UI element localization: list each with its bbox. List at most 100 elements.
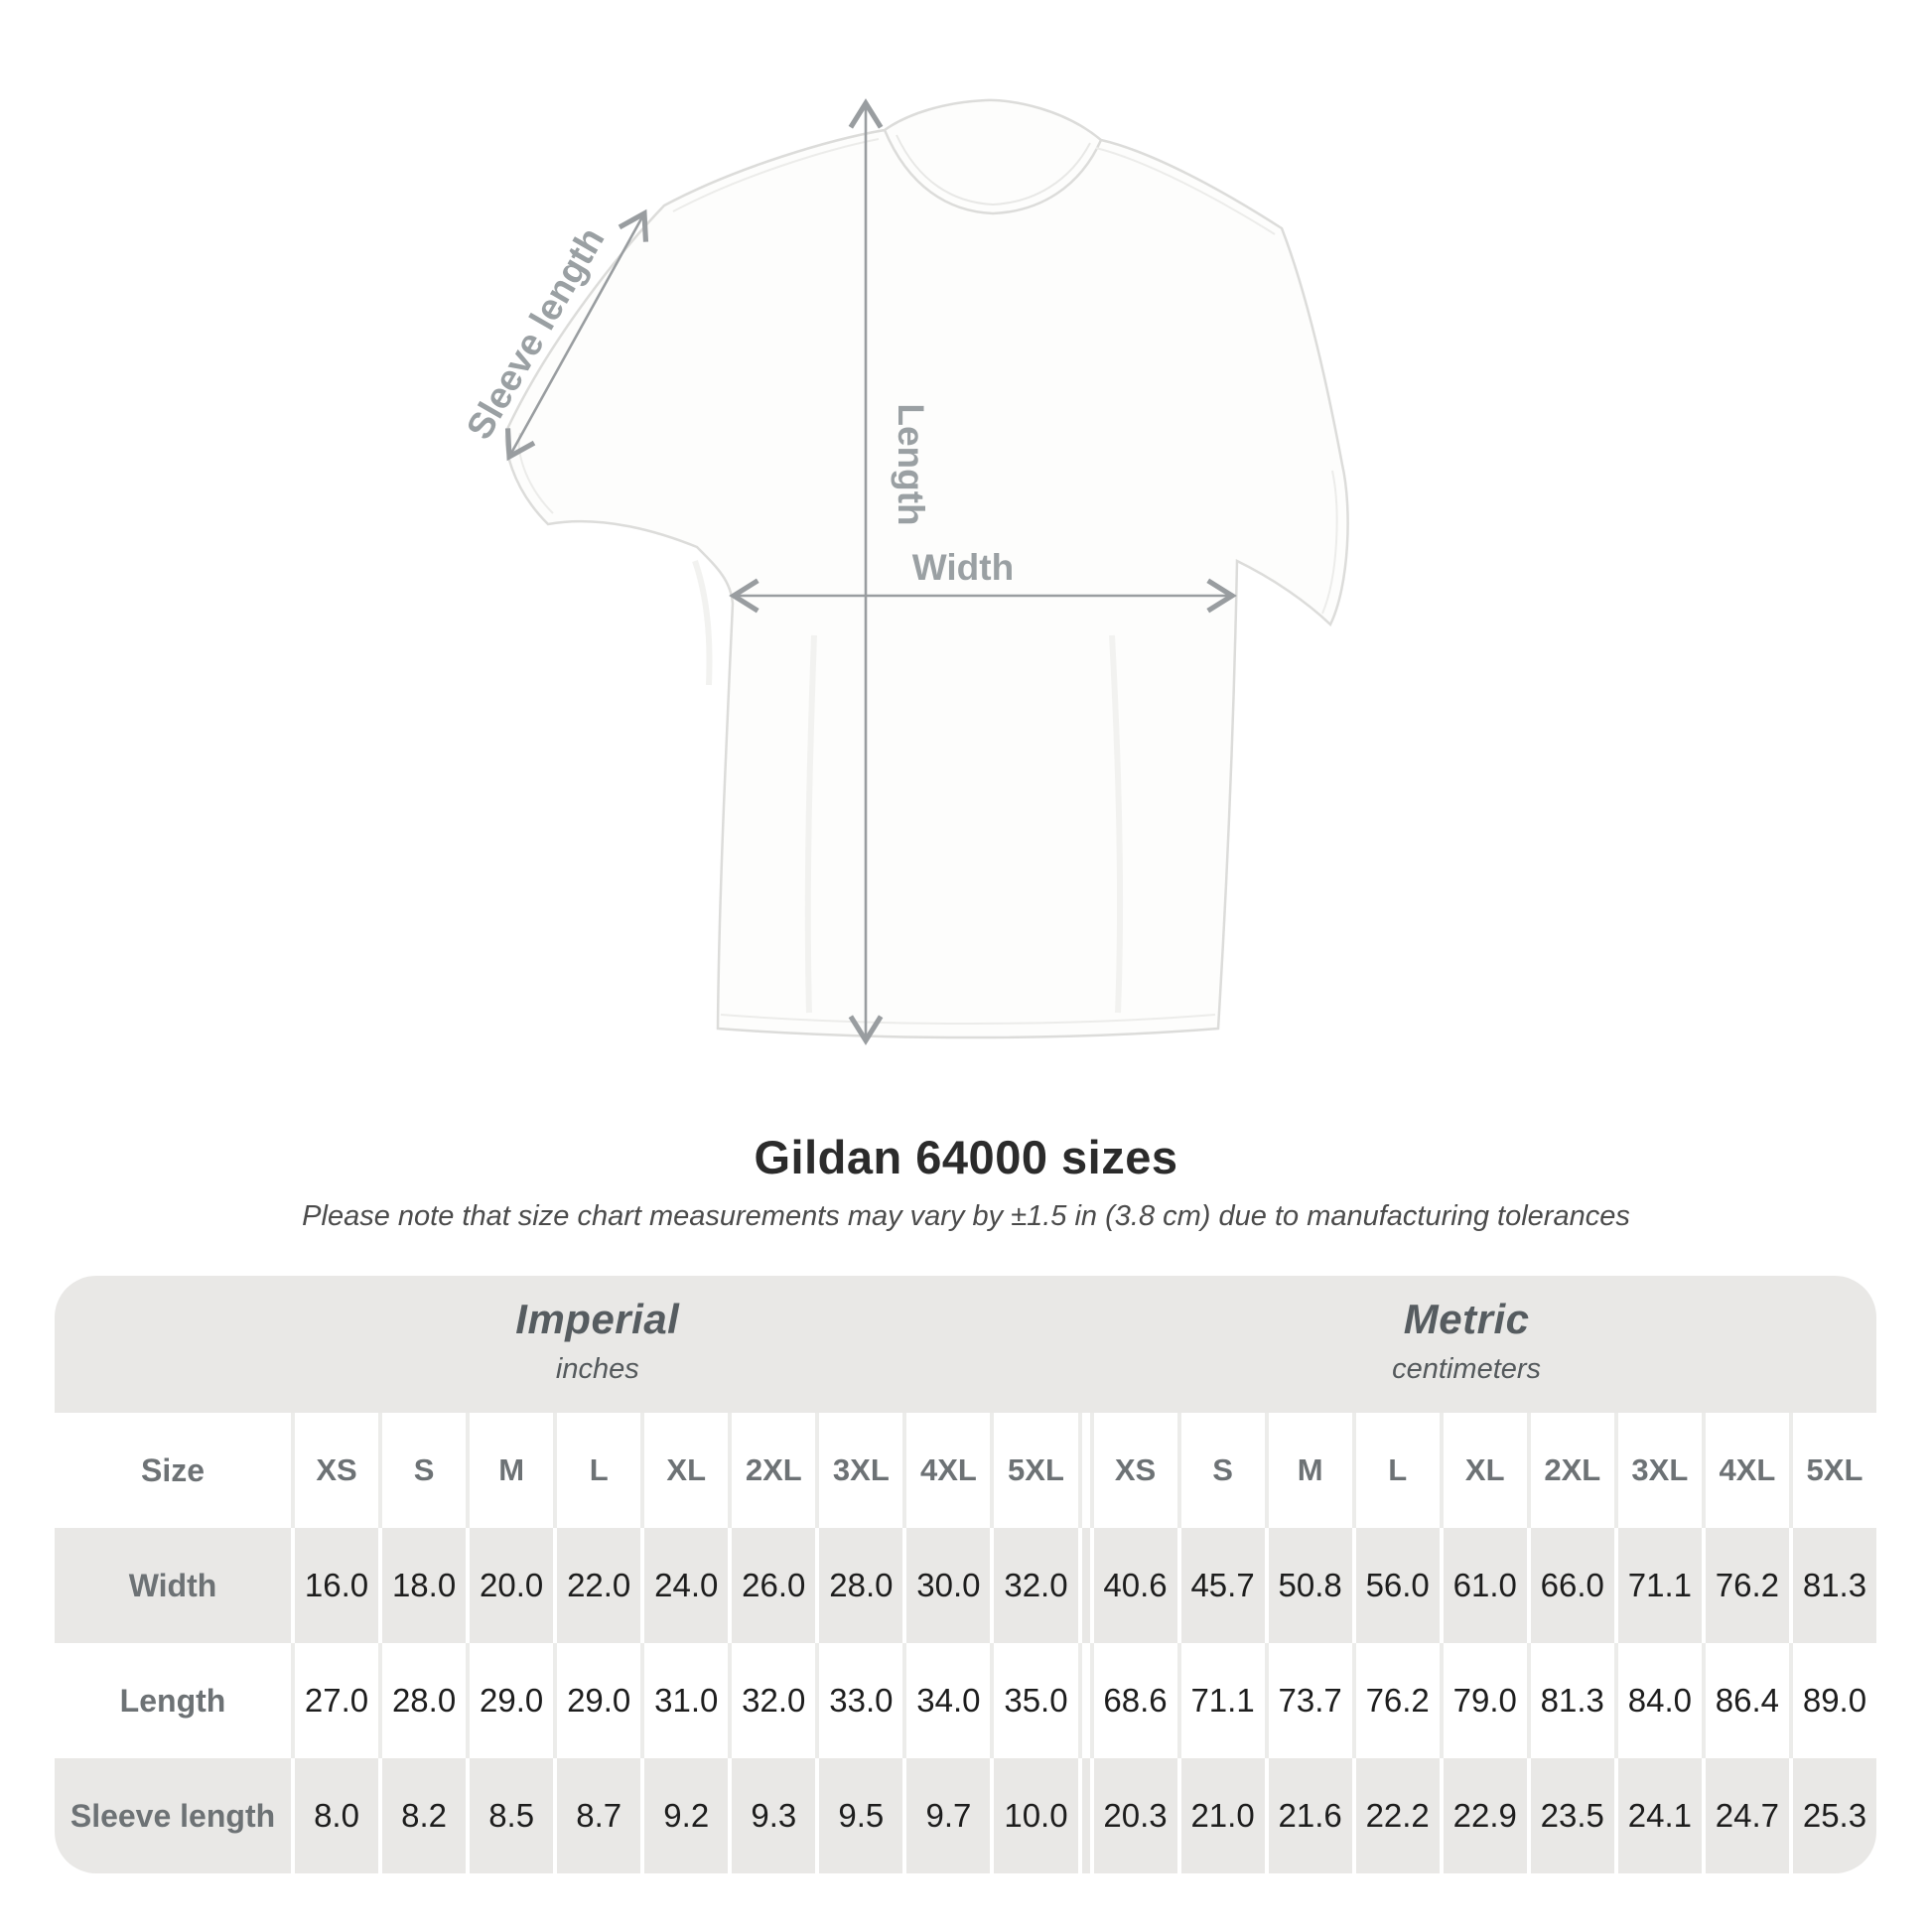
value-cell: 20.3 — [1093, 1758, 1177, 1873]
size-header-row: Size XS S M L XL 2XL 3XL 4XL 5XL XS S M L XL 2XL 3XL 4XL 5… — [55, 1413, 1876, 1528]
value-cell: 22.2 — [1355, 1758, 1440, 1873]
value-cell: 28.0 — [819, 1528, 903, 1643]
value-cell: 25.3 — [1792, 1758, 1876, 1873]
size-column-header: 2XL — [1530, 1413, 1614, 1528]
page-subtitle: Please note that size chart measurements… — [302, 1200, 1630, 1232]
group-gap — [1081, 1643, 1090, 1758]
value-cell: 76.2 — [1355, 1643, 1440, 1758]
value-cell: 56.0 — [1355, 1528, 1440, 1643]
value-cell: 23.5 — [1530, 1758, 1614, 1873]
value-cell: 81.3 — [1530, 1643, 1614, 1758]
value-cell: 35.0 — [994, 1643, 1078, 1758]
value-cell: 33.0 — [819, 1643, 903, 1758]
value-cell: 71.1 — [1180, 1643, 1265, 1758]
value-cell: 18.0 — [382, 1528, 467, 1643]
value-cell: 28.0 — [382, 1643, 467, 1758]
row-label: Length — [55, 1643, 291, 1758]
value-cell: 31.0 — [644, 1643, 729, 1758]
size-column-header: XS — [1093, 1413, 1177, 1528]
value-cell: 26.0 — [732, 1528, 816, 1643]
size-column-header: L — [1355, 1413, 1440, 1528]
value-cell: 89.0 — [1792, 1643, 1876, 1758]
size-column-header: XL — [644, 1413, 729, 1528]
width-label: Width — [912, 547, 1014, 588]
value-cell: 29.0 — [557, 1643, 641, 1758]
value-cell: 8.2 — [382, 1758, 467, 1873]
value-cell: 8.0 — [295, 1758, 379, 1873]
value-cell: 61.0 — [1443, 1528, 1527, 1643]
value-cell: 40.6 — [1093, 1528, 1177, 1643]
value-cell: 68.6 — [1093, 1643, 1177, 1758]
table-grid: Size XS S M L XL 2XL 3XL 4XL 5XL XS S M L XL 2XL 3XL 4XL 5… — [55, 1413, 1876, 1873]
metric-unit: centimeters — [1392, 1353, 1542, 1385]
value-cell: 79.0 — [1443, 1643, 1527, 1758]
group-gap — [1081, 1528, 1090, 1643]
table-header-band: Imperial inches Metric centimeters — [55, 1276, 1876, 1413]
value-cell: 16.0 — [295, 1528, 379, 1643]
metric-title: Metric — [1403, 1296, 1530, 1342]
value-cell: 29.0 — [470, 1643, 554, 1758]
imperial-title: Imperial — [515, 1296, 680, 1342]
value-cell: 81.3 — [1792, 1528, 1876, 1643]
size-column-header: XL — [1443, 1413, 1527, 1528]
size-chart-table: Imperial inches Metric centimeters Size X… — [55, 1276, 1876, 1873]
value-cell: 21.0 — [1180, 1758, 1265, 1873]
row-label: Sleeve length — [55, 1758, 291, 1873]
size-column-header: 3XL — [1617, 1413, 1702, 1528]
value-cell: 9.2 — [644, 1758, 729, 1873]
title-block: Gildan 64000 sizes Please note that size… — [0, 1130, 1932, 1233]
tshirt-outline — [504, 98, 1349, 1039]
measurement-lines — [504, 98, 1237, 1045]
value-cell: 50.8 — [1268, 1528, 1352, 1643]
group-gap — [1081, 1758, 1090, 1873]
size-column-header: L — [557, 1413, 641, 1528]
size-column-header: 4XL — [906, 1413, 991, 1528]
value-cell: 66.0 — [1530, 1528, 1614, 1643]
size-column-header: 3XL — [819, 1413, 903, 1528]
size-column-header: M — [1268, 1413, 1352, 1528]
value-cell: 22.0 — [557, 1528, 641, 1643]
fabric-folds — [692, 560, 1123, 1014]
size-column-header: 2XL — [732, 1413, 816, 1528]
tshirt-diagram-svg: Length Width Sleeve length — [459, 98, 1349, 1045]
value-cell: 73.7 — [1268, 1643, 1352, 1758]
value-cell: 84.0 — [1617, 1643, 1702, 1758]
tshirt-diagram: Length Width Sleeve length — [397, 60, 1390, 1072]
value-cell: 30.0 — [906, 1528, 991, 1643]
collar — [883, 129, 1103, 215]
table-row-width: Width 16.0 18.0 20.0 22.0 24.0 26.0 28.0 30.0 32.… — [55, 1528, 1876, 1643]
row-label: Size — [55, 1413, 291, 1528]
value-cell: 34.0 — [906, 1643, 991, 1758]
imperial-group-header: Imperial inches — [300, 1296, 896, 1386]
value-cell: 8.7 — [557, 1758, 641, 1873]
value-cell: 8.5 — [470, 1758, 554, 1873]
size-column-header: 4XL — [1705, 1413, 1789, 1528]
value-cell: 32.0 — [732, 1643, 816, 1758]
size-column-header: M — [470, 1413, 554, 1528]
metric-group-header: Metric centimeters — [1169, 1296, 1764, 1386]
value-cell: 27.0 — [295, 1643, 379, 1758]
table-row-length: Length 27.0 28.0 29.0 29.0 31.0 32.0 33.0 34.0 35… — [55, 1643, 1876, 1758]
value-cell: 9.7 — [906, 1758, 991, 1873]
value-cell: 21.6 — [1268, 1758, 1352, 1873]
page-title: Gildan 64000 sizes — [754, 1131, 1178, 1183]
value-cell: 24.7 — [1705, 1758, 1789, 1873]
size-column-header: XS — [295, 1413, 379, 1528]
sleeve-length-arrow — [504, 208, 649, 462]
size-column-header: S — [382, 1413, 467, 1528]
table-row-sleeve-length: Sleeve length 8.0 8.2 8.5 8.7 9.2 9.3 9.5 9.7 10.… — [55, 1758, 1876, 1873]
value-cell: 10.0 — [994, 1758, 1078, 1873]
size-column-header: S — [1180, 1413, 1265, 1528]
value-cell: 32.0 — [994, 1528, 1078, 1643]
value-cell: 45.7 — [1180, 1528, 1265, 1643]
group-gap — [1081, 1413, 1090, 1528]
value-cell: 22.9 — [1443, 1758, 1527, 1873]
value-cell: 9.3 — [732, 1758, 816, 1873]
value-cell: 20.0 — [470, 1528, 554, 1643]
row-label: Width — [55, 1528, 291, 1643]
size-column-header: 5XL — [994, 1413, 1078, 1528]
imperial-unit: inches — [555, 1353, 639, 1385]
value-cell: 24.0 — [644, 1528, 729, 1643]
value-cell: 9.5 — [819, 1758, 903, 1873]
